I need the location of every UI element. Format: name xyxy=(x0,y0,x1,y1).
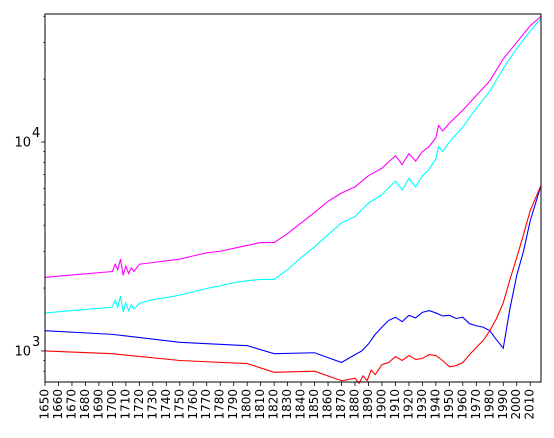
x-tick-label: 1920 xyxy=(401,389,415,420)
x-tick-label: 1730 xyxy=(145,389,159,420)
x-tick-label: 1680 xyxy=(78,389,92,420)
x-tick-label: 1890 xyxy=(361,389,375,420)
x-tick-label: 1850 xyxy=(307,389,321,420)
x-tick-label: 1660 xyxy=(51,389,65,420)
series-line-4 xyxy=(44,185,542,385)
y-tick-exponent: 3 xyxy=(32,335,40,350)
x-tick-label: 1840 xyxy=(294,389,308,420)
series-layer xyxy=(44,15,542,385)
x-tick-label: 1930 xyxy=(415,389,429,420)
x-axis: 1650 1660 1670 1680 1690 1700 1710 1720 1730 1740… xyxy=(38,382,537,420)
x-tick-label: 1830 xyxy=(280,389,294,420)
y-tick-label: 10 xyxy=(14,136,31,151)
x-tick-label: 1940 xyxy=(428,389,442,420)
x-tick-label: 1910 xyxy=(388,389,402,420)
x-tick-label: 1810 xyxy=(253,389,267,420)
x-tick-label: 1770 xyxy=(199,389,213,420)
y-tick-exponent: 4 xyxy=(32,126,40,141)
x-tick-label: 1880 xyxy=(348,389,362,420)
x-tick-label: 1670 xyxy=(64,389,78,420)
x-tick-label: 1780 xyxy=(213,389,227,420)
x-tick-label: 1750 xyxy=(172,389,186,420)
x-tick-label: 2000 xyxy=(509,389,523,420)
x-tick-label: 1900 xyxy=(374,389,388,420)
x-tick-label: 1690 xyxy=(91,389,105,420)
x-tick-label: 1860 xyxy=(321,389,335,420)
x-tick-label: 1960 xyxy=(455,389,469,420)
x-tick-label: 1870 xyxy=(334,389,348,420)
x-tick-label: 1760 xyxy=(186,389,200,420)
x-tick-label: 1790 xyxy=(226,389,240,420)
x-tick-label: 1650 xyxy=(38,389,52,420)
y-tick-label: 10 xyxy=(14,344,31,359)
x-tick-label: 1710 xyxy=(118,389,132,420)
x-tick-label: 1980 xyxy=(482,389,496,420)
x-tick-label: 1700 xyxy=(105,389,119,420)
x-tick-label: 1740 xyxy=(159,389,173,420)
x-tick-label: 1950 xyxy=(442,389,456,420)
x-tick-label: 2010 xyxy=(523,389,537,420)
x-tick-label: 1820 xyxy=(267,389,281,420)
plot-background xyxy=(45,14,541,382)
x-tick-label: 1970 xyxy=(469,389,483,420)
plot-frame xyxy=(44,13,542,383)
series-line-2 xyxy=(44,18,542,314)
x-tick-label: 1800 xyxy=(240,389,254,420)
series-line-1 xyxy=(44,15,542,278)
x-tick-label: 1990 xyxy=(496,389,510,420)
series-line-3 xyxy=(44,185,542,364)
x-tick-label: 1720 xyxy=(132,389,146,420)
